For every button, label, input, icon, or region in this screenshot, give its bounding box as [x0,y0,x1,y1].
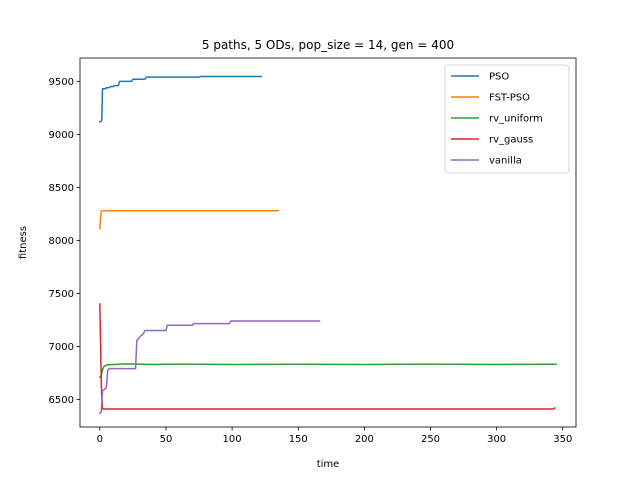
y-tick-label: 6500 [49,395,74,406]
legend-label-pso: PSO [489,72,509,83]
legend-label-rv-gauss: rv_gauss [489,135,533,146]
x-tick-label: 350 [553,434,572,445]
y-tick-label: 8000 [49,236,74,247]
y-axis-label: fitness [18,226,29,259]
y-tick-label: 7000 [49,342,74,353]
x-tick-label: 300 [487,434,506,445]
x-tick-label: 100 [223,434,242,445]
x-tick-label: 150 [289,434,308,445]
x-tick-label: 200 [355,434,374,445]
legend-label-vanilla: vanilla [489,156,522,167]
x-tick-label: 250 [421,434,440,445]
x-tick-label: 0 [97,434,103,445]
y-tick-label: 9000 [49,130,74,141]
legend-label-rv-uniform: rv_uniform [489,114,543,125]
legend-label-fst-pso: FST-PSO [489,93,530,104]
x-axis-label: time [317,459,340,470]
chart-title: 5 paths, 5 ODs, pop_size = 14, gen = 400 [202,38,454,52]
y-tick-label: 9500 [49,77,74,88]
y-tick-label: 8500 [49,183,74,194]
x-tick-label: 50 [160,434,173,445]
y-tick-label: 7500 [49,289,74,300]
